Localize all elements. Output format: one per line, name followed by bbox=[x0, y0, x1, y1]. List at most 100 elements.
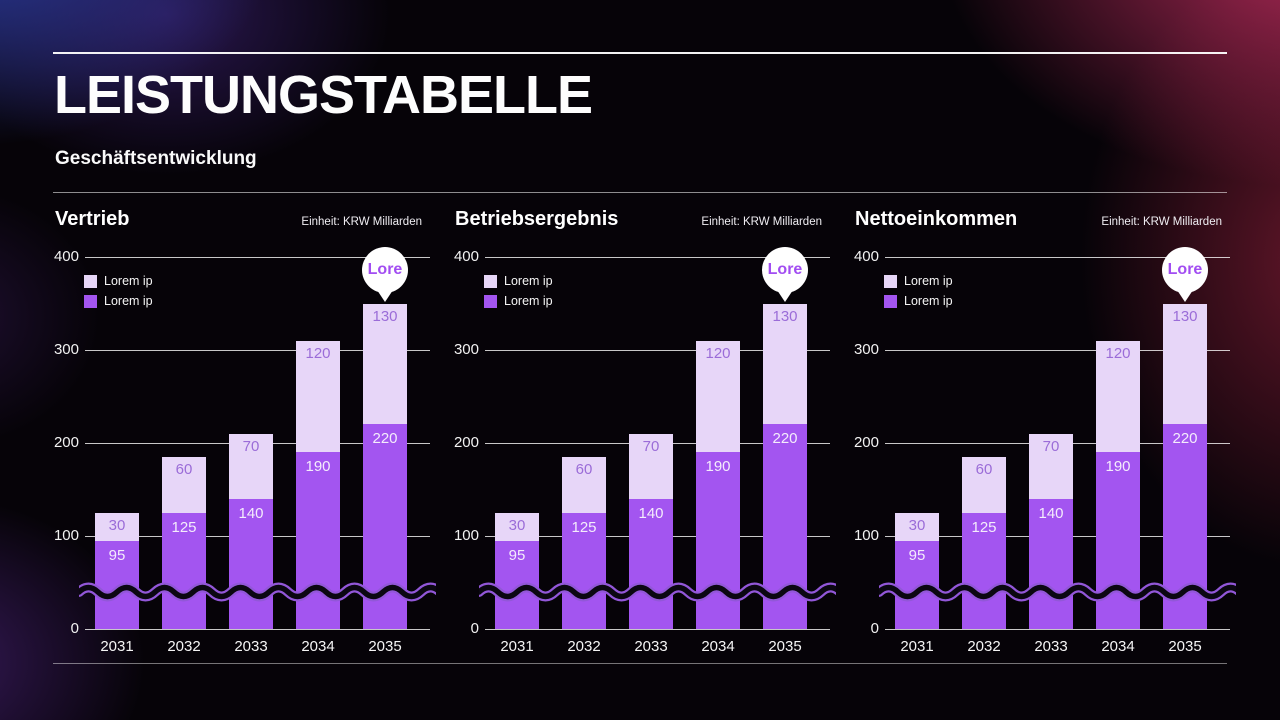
x-axis-tick-label-2031: 2031 bbox=[900, 638, 934, 655]
bar-segment-bottom-2032 bbox=[962, 512, 1006, 629]
gridline-300 bbox=[85, 350, 430, 351]
y-axis-tick-label: 100 bbox=[853, 527, 879, 544]
gridline-0 bbox=[485, 629, 830, 630]
top-divider-line bbox=[53, 52, 1227, 54]
chart-unit-label: Einheit: KRW Milliarden bbox=[1101, 216, 1222, 228]
callout-bubble-tail bbox=[777, 289, 793, 302]
gridline-300 bbox=[485, 350, 830, 351]
bar-segment-top-2033 bbox=[629, 433, 673, 499]
bar-value-bottom-2034: 190 bbox=[305, 458, 331, 476]
bar-segment-bottom-2034 bbox=[696, 452, 740, 629]
bar-segment-bottom-2035 bbox=[1163, 424, 1207, 629]
x-axis-tick-label-2035: 2035 bbox=[1168, 638, 1202, 655]
bar-value-top-2031: 30 bbox=[108, 516, 126, 534]
chart-title: Nettoeinkommen bbox=[855, 208, 1018, 230]
legend-item: Lorem ip bbox=[84, 291, 153, 311]
bar-segment-top-2034 bbox=[696, 340, 740, 453]
x-axis-tick-label-2035: 2035 bbox=[368, 638, 402, 655]
x-axis-tick-label-2034: 2034 bbox=[701, 638, 735, 655]
legend-swatch-light bbox=[884, 274, 897, 288]
gridline-0 bbox=[85, 629, 430, 630]
callout-bubble-tail bbox=[1177, 289, 1193, 302]
y-axis-tick-label: 400 bbox=[453, 248, 479, 265]
y-axis-tick-label: 300 bbox=[453, 341, 479, 358]
legend-swatch-bright bbox=[884, 294, 897, 308]
bar-value-top-2031: 30 bbox=[908, 516, 926, 534]
x-axis-tick-label-2032: 2032 bbox=[567, 638, 601, 655]
callout-bubble: Lore bbox=[362, 246, 408, 293]
header-divider-line bbox=[53, 192, 1227, 193]
legend-label: Lorem ip bbox=[504, 294, 553, 308]
chart-title: Betriebsergebnis bbox=[455, 208, 619, 230]
legend-label: Lorem ip bbox=[904, 294, 953, 308]
bar-value-top-2035: 130 bbox=[372, 307, 398, 325]
callout-bubble-tail bbox=[377, 289, 393, 302]
bar-value-bottom-2032: 125 bbox=[171, 518, 197, 536]
bar-segment-top-2031 bbox=[895, 512, 939, 541]
legend-item: Lorem ip bbox=[484, 271, 553, 291]
gridline-300 bbox=[885, 350, 1230, 351]
bar-value-top-2035: 130 bbox=[772, 307, 798, 325]
chart-panel-1: Vertrieb Einheit: KRW Milliarden 400 300 200… bbox=[53, 205, 436, 663]
bar-segment-bottom-2035 bbox=[363, 424, 407, 629]
bar-value-bottom-2033: 140 bbox=[1038, 504, 1064, 522]
bar-segment-top-2031 bbox=[495, 512, 539, 541]
y-axis-tick-label: 300 bbox=[853, 341, 879, 358]
legend-item: Lorem ip bbox=[884, 291, 953, 311]
chart-legend: Lorem ip Lorem ip bbox=[484, 271, 553, 311]
bar-segment-top-2032 bbox=[562, 456, 606, 513]
x-axis-tick-label-2033: 2033 bbox=[234, 638, 268, 655]
bar-value-bottom-2032: 125 bbox=[571, 518, 597, 536]
bar-value-top-2032: 60 bbox=[975, 460, 993, 478]
legend-label: Lorem ip bbox=[504, 274, 553, 288]
bar-segment-bottom-2035 bbox=[763, 424, 807, 629]
legend-swatch-light bbox=[84, 274, 97, 288]
bar-segment-top-2033 bbox=[1029, 433, 1073, 499]
bar-value-top-2034: 120 bbox=[305, 344, 331, 362]
y-axis-tick-label: 200 bbox=[453, 434, 479, 451]
legend-swatch-bright bbox=[484, 294, 497, 308]
bar-value-top-2032: 60 bbox=[575, 460, 593, 478]
bar-value-top-2033: 70 bbox=[242, 437, 260, 455]
callout-text: Lore bbox=[367, 260, 403, 278]
x-axis-tick-label-2032: 2032 bbox=[167, 638, 201, 655]
x-axis-tick-label-2034: 2034 bbox=[1101, 638, 1135, 655]
bar-segment-top-2031 bbox=[95, 512, 139, 541]
bar-segment-bottom-2034 bbox=[296, 452, 340, 629]
bar-value-bottom-2034: 190 bbox=[1105, 458, 1131, 476]
bar-segment-top-2034 bbox=[296, 340, 340, 453]
callout-bubble: Lore bbox=[762, 246, 808, 293]
legend-item: Lorem ip bbox=[884, 271, 953, 291]
legend-item: Lorem ip bbox=[84, 271, 153, 291]
bar-segment-bottom-2032 bbox=[562, 512, 606, 629]
bar-segment-top-2035 bbox=[363, 303, 407, 425]
bar-value-top-2034: 120 bbox=[705, 344, 731, 362]
x-axis-tick-label-2032: 2032 bbox=[967, 638, 1001, 655]
bar-value-top-2033: 70 bbox=[642, 437, 660, 455]
gridline-0 bbox=[885, 629, 1230, 630]
bar-value-bottom-2031: 95 bbox=[908, 546, 926, 564]
y-axis-tick-label: 0 bbox=[70, 620, 79, 637]
legend-label: Lorem ip bbox=[104, 274, 153, 288]
bar-value-bottom-2034: 190 bbox=[705, 458, 731, 476]
legend-swatch-light bbox=[484, 274, 497, 288]
bar-segment-top-2032 bbox=[962, 456, 1006, 513]
y-axis-tick-label: 200 bbox=[853, 434, 879, 451]
bar-segment-top-2035 bbox=[763, 303, 807, 425]
bar-value-bottom-2035: 220 bbox=[372, 430, 398, 448]
chart-unit-label: Einheit: KRW Milliarden bbox=[701, 216, 822, 228]
gridline-400 bbox=[485, 257, 830, 258]
y-axis-tick-label: 0 bbox=[870, 620, 879, 637]
bar-value-bottom-2031: 95 bbox=[508, 546, 526, 564]
bar-value-bottom-2035: 220 bbox=[1172, 430, 1198, 448]
bar-segment-top-2035 bbox=[1163, 303, 1207, 425]
bar-segment-top-2033 bbox=[229, 433, 273, 499]
x-axis-tick-label-2031: 2031 bbox=[500, 638, 534, 655]
bar-value-top-2033: 70 bbox=[1042, 437, 1060, 455]
bar-segment-top-2032 bbox=[162, 456, 206, 513]
bar-segment-top-2034 bbox=[1096, 340, 1140, 453]
callout-text: Lore bbox=[1167, 260, 1203, 278]
x-axis-tick-label-2031: 2031 bbox=[100, 638, 134, 655]
bar-value-top-2032: 60 bbox=[175, 460, 193, 478]
x-axis-tick-label-2033: 2033 bbox=[1034, 638, 1068, 655]
